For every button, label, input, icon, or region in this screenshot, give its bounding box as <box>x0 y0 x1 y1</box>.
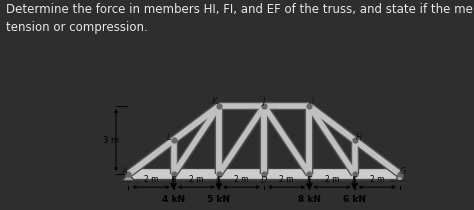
Text: F: F <box>352 176 357 185</box>
Text: K: K <box>212 97 218 106</box>
Text: D: D <box>261 176 267 185</box>
Text: 3 m: 3 m <box>103 135 119 144</box>
Polygon shape <box>122 174 135 181</box>
Text: 2 m: 2 m <box>370 175 384 184</box>
Text: G: G <box>400 167 406 176</box>
Text: A: A <box>121 167 127 176</box>
Text: Determine the force in members HI, FI, and EF of the truss, and state if the mem: Determine the force in members HI, FI, a… <box>6 3 474 34</box>
Text: 2 m: 2 m <box>189 175 203 184</box>
Text: 2 m: 2 m <box>234 175 249 184</box>
Text: L: L <box>166 133 171 142</box>
Text: 2 m: 2 m <box>325 175 339 184</box>
Text: H: H <box>356 133 362 142</box>
Text: J: J <box>263 97 265 106</box>
Text: I: I <box>312 97 315 106</box>
Text: C: C <box>216 176 222 185</box>
Circle shape <box>397 175 403 181</box>
Text: B: B <box>171 176 176 185</box>
Text: 2 m: 2 m <box>144 175 158 184</box>
Text: 4 kN: 4 kN <box>162 195 185 204</box>
Text: 5 kN: 5 kN <box>207 195 230 204</box>
Text: E: E <box>307 176 312 185</box>
Text: 6 kN: 6 kN <box>343 195 366 204</box>
Text: 8 kN: 8 kN <box>298 195 321 204</box>
Text: 2 m: 2 m <box>280 175 294 184</box>
